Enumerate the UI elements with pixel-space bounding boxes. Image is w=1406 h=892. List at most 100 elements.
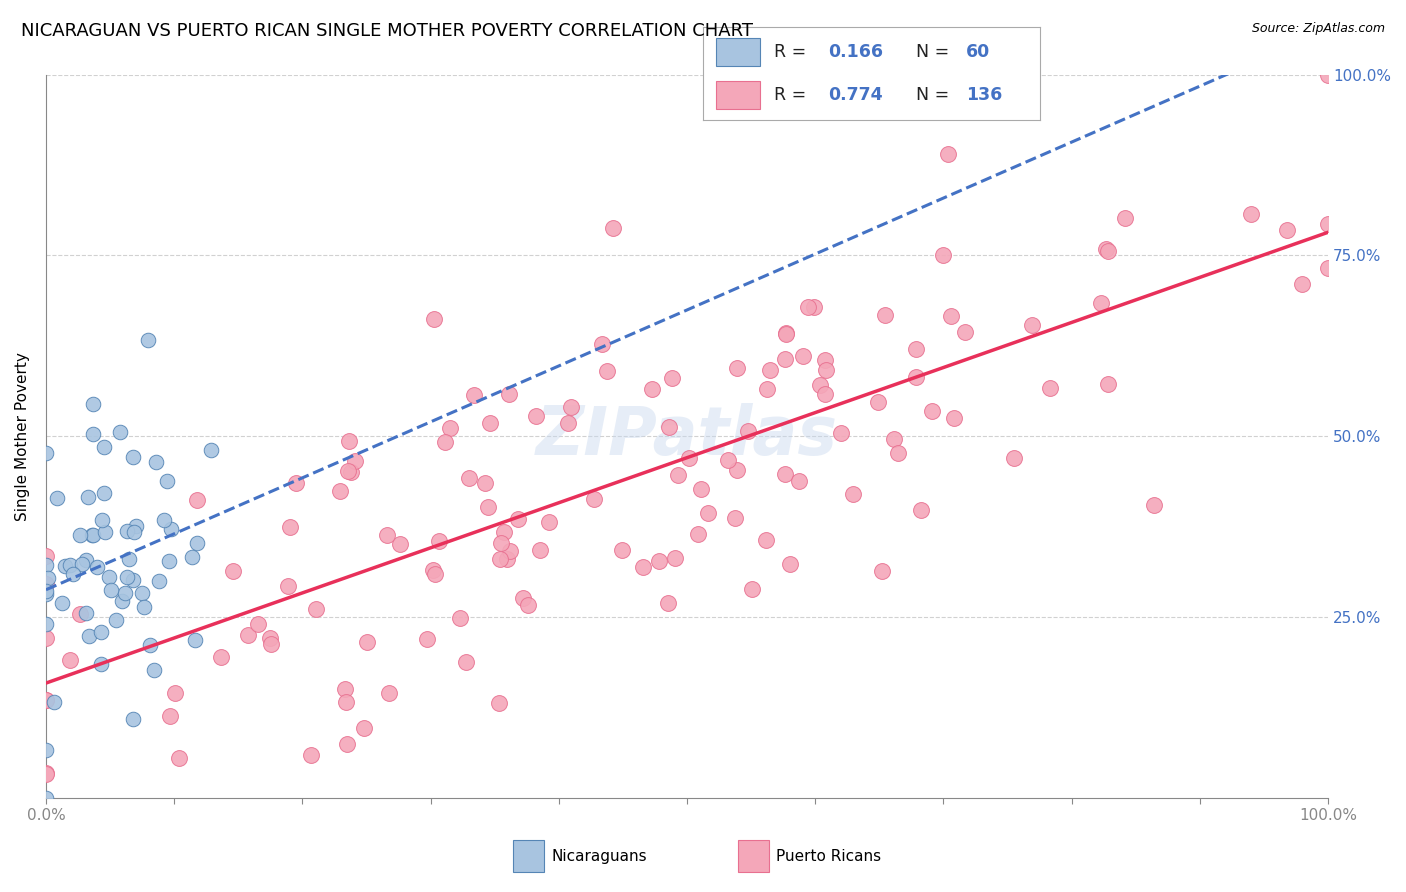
- Point: [661, 370, 683, 384]
- Point: [299, 747, 322, 762]
- Point: [737, 424, 759, 438]
- Point: [678, 451, 700, 466]
- Point: [939, 310, 962, 324]
- Point: [489, 552, 512, 566]
- Point: [610, 543, 633, 558]
- Point: [278, 519, 301, 533]
- Point: [329, 483, 352, 498]
- Point: [180, 549, 202, 564]
- Point: [666, 467, 689, 482]
- Point: [792, 349, 814, 363]
- Point: [648, 554, 671, 568]
- Point: [337, 464, 360, 478]
- Point: [186, 535, 208, 549]
- Point: [775, 326, 797, 340]
- Text: Puerto Ricans: Puerto Ricans: [776, 849, 882, 863]
- Point: [167, 751, 190, 765]
- Point: [260, 637, 283, 651]
- Point: [754, 533, 776, 547]
- Point: [115, 569, 138, 583]
- FancyBboxPatch shape: [717, 81, 761, 109]
- Point: [904, 369, 927, 384]
- Point: [98, 570, 121, 584]
- Point: [427, 533, 450, 548]
- Point: [46, 491, 69, 505]
- Point: [125, 518, 148, 533]
- Point: [758, 363, 780, 377]
- Point: [136, 333, 159, 347]
- Point: [725, 361, 748, 376]
- Point: [517, 599, 540, 613]
- Point: [591, 337, 613, 351]
- Point: [905, 343, 928, 357]
- Point: [37, 571, 59, 585]
- Point: [1039, 381, 1062, 395]
- Point: [887, 446, 910, 460]
- Point: [35, 584, 58, 599]
- Text: NICARAGUAN VS PUERTO RICAN SINGLE MOTHER POVERTY CORRELATION CHART: NICARAGUAN VS PUERTO RICAN SINGLE MOTHER…: [21, 22, 754, 40]
- Point: [353, 721, 375, 735]
- Point: [697, 506, 720, 520]
- Point: [82, 528, 104, 542]
- Point: [658, 419, 681, 434]
- Point: [423, 312, 446, 326]
- Point: [90, 625, 112, 640]
- Point: [356, 635, 378, 649]
- Text: 136: 136: [966, 87, 1002, 104]
- Point: [82, 397, 104, 411]
- Point: [159, 522, 181, 536]
- Point: [340, 465, 363, 479]
- Point: [423, 567, 446, 582]
- Point: [86, 560, 108, 574]
- Point: [344, 454, 367, 468]
- Point: [873, 308, 896, 322]
- Point: [512, 591, 534, 605]
- Point: [449, 611, 471, 625]
- Point: [59, 653, 82, 667]
- Point: [1021, 318, 1043, 332]
- Point: [35, 766, 58, 780]
- Point: [779, 557, 801, 571]
- Point: [953, 325, 976, 339]
- Point: [335, 696, 357, 710]
- Point: [77, 629, 100, 643]
- Point: [508, 512, 530, 526]
- Point: [457, 471, 479, 485]
- Point: [305, 602, 328, 616]
- Point: [115, 524, 138, 538]
- Point: [157, 554, 180, 568]
- Point: [69, 528, 91, 542]
- Point: [454, 655, 477, 669]
- Point: [488, 696, 510, 710]
- Point: [111, 593, 134, 607]
- Point: [82, 528, 104, 542]
- Text: 60: 60: [966, 43, 990, 61]
- Point: [1240, 207, 1263, 221]
- Point: [59, 558, 82, 572]
- Point: [183, 632, 205, 647]
- Point: [529, 542, 551, 557]
- Point: [35, 558, 58, 573]
- Point: [1275, 223, 1298, 237]
- Point: [35, 791, 58, 805]
- Point: [35, 577, 58, 591]
- Point: [1317, 261, 1340, 276]
- Text: R =: R =: [773, 43, 806, 61]
- Point: [560, 400, 582, 414]
- Point: [943, 411, 966, 425]
- Text: N =: N =: [915, 87, 949, 104]
- Point: [236, 628, 259, 642]
- Point: [773, 352, 796, 367]
- Text: Source: ZipAtlas.com: Source: ZipAtlas.com: [1251, 22, 1385, 36]
- Point: [35, 766, 58, 780]
- Point: [596, 364, 619, 378]
- Point: [631, 560, 654, 574]
- Point: [474, 476, 496, 491]
- Point: [814, 387, 837, 401]
- Point: [741, 582, 763, 596]
- Point: [200, 442, 222, 457]
- Point: [755, 382, 778, 396]
- Point: [724, 511, 747, 525]
- Point: [657, 596, 679, 610]
- Point: [477, 500, 499, 515]
